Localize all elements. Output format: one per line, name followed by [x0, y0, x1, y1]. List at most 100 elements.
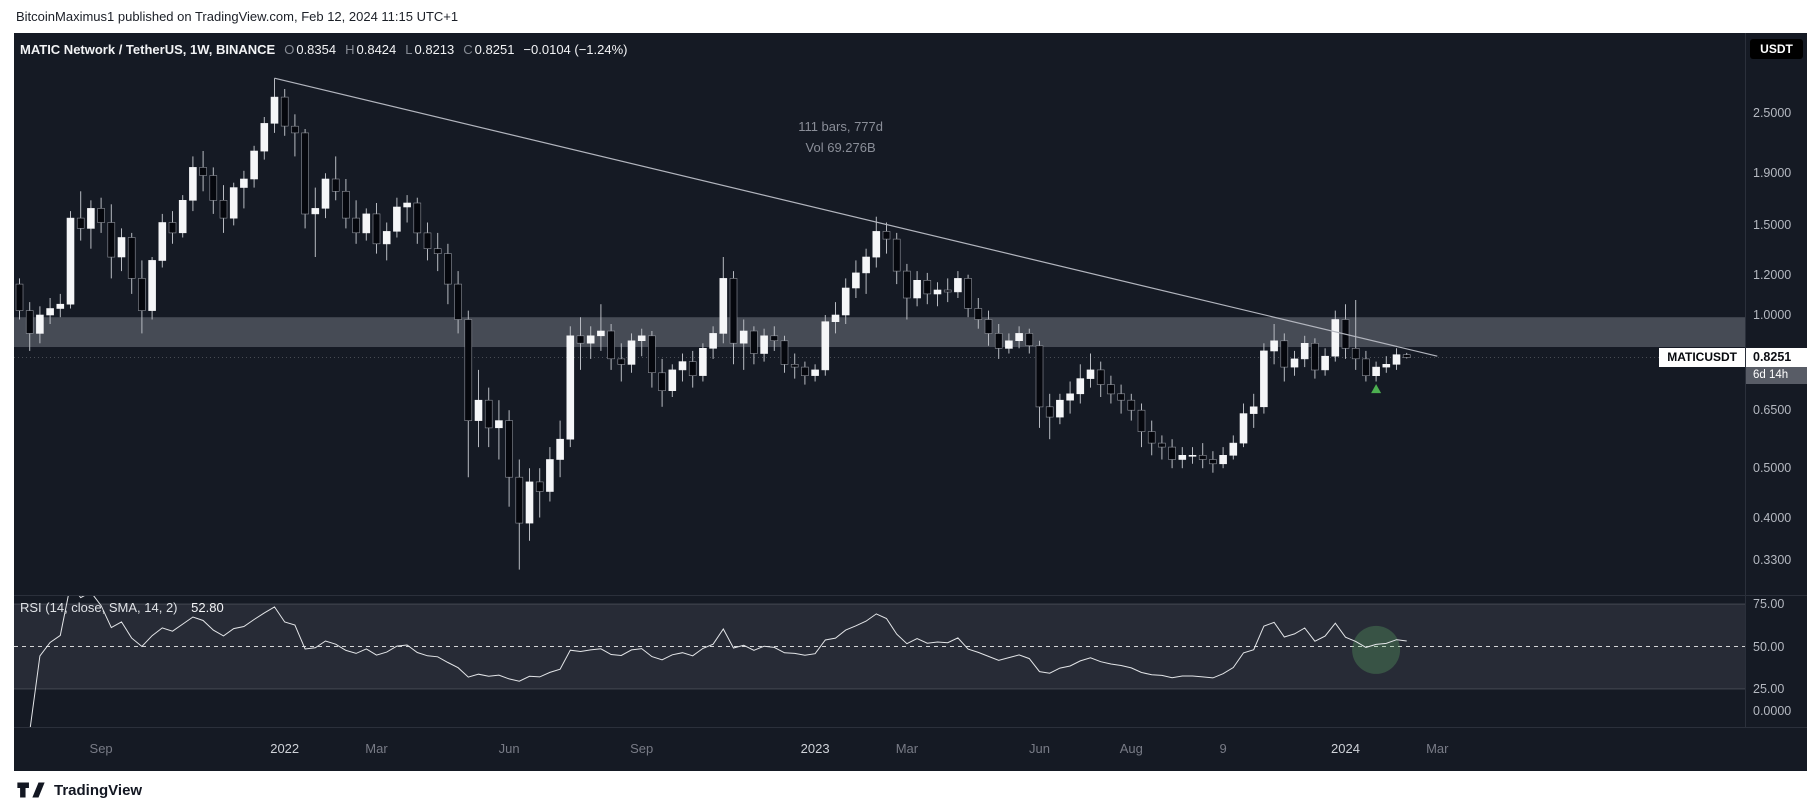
- descending-trendline[interactable]: [274, 77, 1438, 357]
- candle-body[interactable]: [607, 330, 615, 360]
- candle-body[interactable]: [984, 319, 993, 334]
- candle-body[interactable]: [97, 208, 105, 223]
- candle-body[interactable]: [1260, 350, 1268, 408]
- candle-body[interactable]: [974, 308, 983, 320]
- candle-body[interactable]: [1209, 459, 1217, 465]
- candle-body[interactable]: [648, 335, 656, 373]
- candle-body[interactable]: [178, 200, 187, 234]
- candle-body[interactable]: [1382, 363, 1391, 368]
- candle-body[interactable]: [1178, 454, 1187, 460]
- candle-body[interactable]: [556, 438, 564, 460]
- candle-body[interactable]: [913, 280, 921, 299]
- candlestick-chart[interactable]: [14, 33, 1745, 595]
- candle-body[interactable]: [801, 366, 809, 377]
- candle-body[interactable]: [1107, 384, 1115, 395]
- candle-body[interactable]: [1290, 358, 1299, 368]
- candle-body[interactable]: [56, 303, 65, 309]
- candle-body[interactable]: [739, 330, 748, 344]
- candle-body[interactable]: [1372, 366, 1380, 377]
- candle-body[interactable]: [148, 260, 156, 311]
- candle-body[interactable]: [454, 283, 462, 320]
- quote-currency-badge[interactable]: USDT: [1750, 39, 1803, 59]
- candle-body[interactable]: [903, 270, 911, 299]
- candle-body[interactable]: [1270, 340, 1278, 352]
- candle-body[interactable]: [331, 178, 340, 192]
- candle-body[interactable]: [862, 256, 870, 274]
- candle-body[interactable]: [189, 167, 197, 201]
- candle-body[interactable]: [301, 132, 309, 215]
- candle-body[interactable]: [1300, 342, 1309, 360]
- candle-body[interactable]: [923, 280, 932, 295]
- candle-body[interactable]: [1076, 378, 1085, 395]
- tradingview-wordmark[interactable]: TradingView: [54, 781, 143, 799]
- candle-body[interactable]: [240, 178, 248, 188]
- candle-body[interactable]: [627, 340, 636, 365]
- candle-body[interactable]: [444, 253, 452, 285]
- candle-body[interactable]: [790, 363, 799, 368]
- candle-body[interactable]: [872, 231, 881, 258]
- candle-body[interactable]: [382, 231, 391, 245]
- candle-body[interactable]: [831, 314, 840, 322]
- candle-body[interactable]: [1362, 358, 1370, 376]
- candle-body[interactable]: [36, 314, 44, 334]
- candle-body[interactable]: [372, 213, 381, 245]
- up-triangle-marker[interactable]: [1371, 384, 1382, 394]
- candle-body[interactable]: [76, 217, 85, 229]
- candle-body[interactable]: [229, 187, 238, 219]
- candle-body[interactable]: [668, 369, 677, 391]
- rsi-pane[interactable]: RSI (14, close, SMA, 14, 2) 52.80: [14, 596, 1745, 728]
- candle-body[interactable]: [1188, 454, 1197, 457]
- candle-body[interactable]: [994, 333, 1003, 349]
- candle-body[interactable]: [1045, 406, 1054, 418]
- candle-body[interactable]: [505, 420, 513, 478]
- candle-body[interactable]: [362, 213, 371, 234]
- candle-body[interactable]: [882, 231, 891, 240]
- candle-body[interactable]: [1198, 454, 1207, 460]
- candle-body[interactable]: [943, 289, 952, 293]
- candle-body[interactable]: [892, 238, 901, 272]
- candle-body[interactable]: [1321, 355, 1329, 371]
- candle-body[interactable]: [280, 96, 289, 127]
- candle-body[interactable]: [770, 335, 779, 341]
- candle-body[interactable]: [46, 308, 54, 316]
- candle-body[interactable]: [66, 217, 75, 305]
- candle-body[interactable]: [964, 278, 972, 309]
- candle-body[interactable]: [1056, 399, 1064, 418]
- candle-body[interactable]: [954, 278, 962, 293]
- candle-body[interactable]: [25, 310, 34, 334]
- support-zone[interactable]: [14, 317, 1745, 348]
- candle-body[interactable]: [1096, 369, 1105, 385]
- rsi-highlight-circle[interactable]: [1352, 625, 1401, 674]
- candle-body[interactable]: [1229, 442, 1238, 456]
- candle-body[interactable]: [209, 175, 218, 201]
- candle-body[interactable]: [750, 330, 758, 354]
- candle-body[interactable]: [1402, 354, 1411, 358]
- candle-body[interactable]: [1035, 345, 1044, 408]
- candle-body[interactable]: [15, 283, 24, 311]
- candle-body[interactable]: [219, 200, 228, 219]
- candle-body[interactable]: [637, 335, 646, 341]
- candle-body[interactable]: [1137, 409, 1146, 432]
- candle-body[interactable]: [1249, 406, 1258, 414]
- candle-body[interactable]: [250, 150, 258, 180]
- time-axis[interactable]: Sep 2022 Mar Jun Sep 2023 Mar Jun Aug 9 2024 Mar: [14, 727, 1807, 771]
- candle-body[interactable]: [719, 278, 728, 334]
- candle-body[interactable]: [1147, 431, 1156, 444]
- candle-body[interactable]: [709, 333, 717, 349]
- candle-body[interactable]: [311, 208, 320, 215]
- candle-body[interactable]: [1158, 442, 1166, 448]
- candle-body[interactable]: [1280, 340, 1289, 368]
- candle-body[interactable]: [811, 369, 819, 376]
- candle-body[interactable]: [1311, 342, 1319, 371]
- candle-body[interactable]: [699, 347, 707, 376]
- candle-body[interactable]: [729, 278, 738, 344]
- candle-body[interactable]: [168, 222, 177, 234]
- candle-body[interactable]: [199, 167, 207, 176]
- candle-body[interactable]: [1351, 347, 1360, 360]
- candle-body[interactable]: [780, 340, 789, 365]
- candle-body[interactable]: [413, 202, 422, 234]
- candle-body[interactable]: [403, 202, 411, 208]
- candle-body[interactable]: [1066, 393, 1074, 401]
- candle-body[interactable]: [423, 232, 432, 249]
